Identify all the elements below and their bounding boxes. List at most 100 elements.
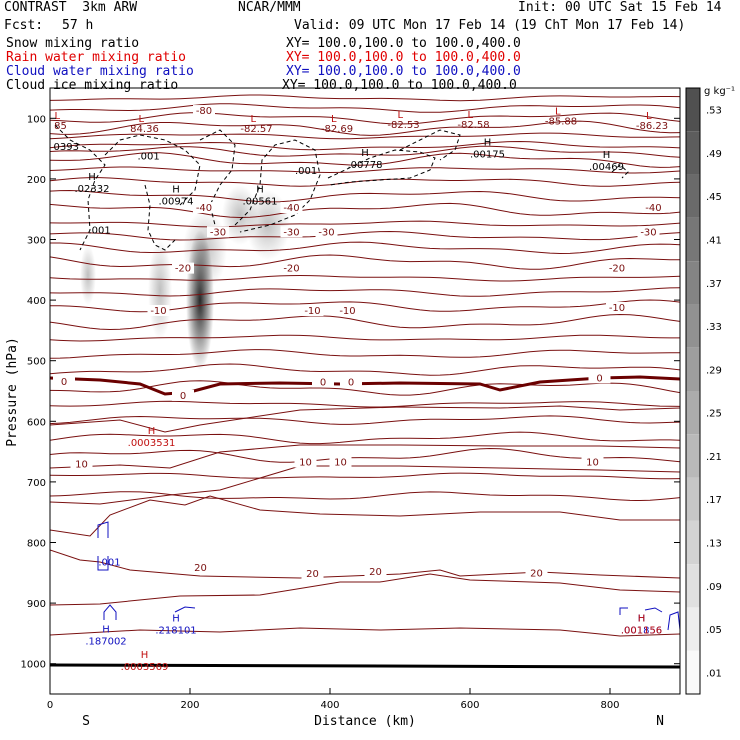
temperature-label: 0 [320, 378, 326, 389]
label-bg [301, 568, 324, 580]
high-marker: H [172, 184, 180, 195]
label-bg [581, 456, 604, 468]
high-marker: H [88, 172, 96, 183]
snow-contour [234, 139, 321, 233]
high-marker: H [638, 613, 646, 624]
isotherm-line [50, 495, 680, 537]
low-marker: L [646, 111, 652, 122]
label-bg [364, 566, 387, 578]
snow-contour [327, 149, 436, 186]
temperature-label: -10 [609, 303, 625, 314]
y-tick-label: 1000 [21, 660, 46, 671]
colorbar: .53 .49 .45 .41 .37 .33 .29 .25 .21 .17 .13 .09 .05.… [685, 87, 722, 695]
isotherm-line [50, 94, 680, 102]
isotherm-line [50, 254, 680, 270]
isotherm-line [50, 415, 680, 425]
high-label: .00778 [348, 160, 383, 171]
label-bg [280, 262, 303, 274]
colorbar-label: .33 [706, 322, 722, 333]
high-label: .02332 [75, 184, 110, 195]
isotherm-line [50, 132, 680, 140]
cloud-contour [174, 606, 196, 613]
cloud-contour [619, 607, 628, 615]
colorbar-label: .09 [706, 582, 722, 593]
temperature-label: -20 [609, 264, 625, 275]
y-tick-label: 200 [27, 175, 46, 186]
high-marker: H [148, 426, 156, 437]
axes: 0 200 400 600 800100200300400500600700800900… [21, 114, 680, 711]
snow-contour [611, 164, 629, 179]
temperature-label: 20 [194, 563, 207, 574]
colorbar-cell [686, 434, 700, 478]
label-bg [280, 226, 303, 238]
temperature-label: 10 [586, 458, 599, 469]
colorbar-label: .01 [706, 668, 722, 679]
label-bg [312, 376, 334, 388]
temperature-label: -10 [339, 306, 355, 317]
x-tick-label: 200 [180, 700, 199, 711]
header-model: CONTRAST 3km ARW [4, 0, 138, 15]
low-label: 84.36 [130, 124, 159, 135]
colorbar-cell [686, 261, 700, 305]
label-bg [172, 262, 194, 274]
isotherm-line [50, 202, 680, 219]
label-bg [301, 305, 324, 317]
low-label: -86.23 [636, 121, 668, 132]
label-bg [280, 202, 303, 214]
colorbar-unit: g kg⁻¹ [704, 86, 735, 97]
colorbar-label: .45 [706, 192, 722, 203]
label-bg [637, 226, 660, 238]
snow-contours [54, 124, 629, 251]
isotherm-line [50, 444, 680, 469]
high-label: .001156 [621, 625, 662, 636]
snow-contour [144, 184, 176, 251]
colorbar-frame [685, 87, 701, 695]
snow-east-2 [222, 185, 258, 245]
low-marker: L [555, 106, 561, 117]
header-fcst-label: Fcst: [4, 18, 44, 33]
isotherm-line [50, 241, 680, 255]
temperature-label: 10 [75, 459, 88, 470]
y-tick-label: 700 [27, 478, 46, 489]
x-tick-label: 0 [47, 700, 53, 711]
x-tick-label: 400 [320, 700, 339, 711]
cloud-label: .001 [98, 558, 120, 569]
high-marker: H [172, 613, 180, 624]
isotherm-line [50, 491, 680, 502]
snow-far-west [80, 245, 96, 305]
temperature-label: -40 [283, 203, 299, 214]
end-label-north: N [656, 714, 664, 729]
high-marker: H [603, 150, 611, 161]
label-bg [294, 456, 317, 468]
cloud-contour [667, 611, 680, 631]
high-label: .187002 [85, 636, 126, 647]
field-snow-xy: XY= 100.0,100.0 to 100.0,400.0 [286, 36, 521, 51]
low-marker: L [251, 114, 257, 125]
low-marker: L [139, 114, 145, 125]
colorbar-cell [686, 174, 700, 218]
colorbar-label: .29 [706, 365, 722, 376]
cloud-water-contours [97, 521, 680, 631]
isotherm-line [50, 472, 680, 480]
colorbar-label: .21 [706, 452, 722, 463]
x-tick-label: 600 [460, 700, 479, 711]
label-bg [147, 305, 170, 317]
y-tick-label: 400 [27, 296, 46, 307]
label-bg [340, 376, 362, 388]
isotherm-line [50, 363, 680, 376]
header-init: Init: 00 UTC Sat 15 Feb 14 [518, 0, 722, 15]
label-bg [606, 302, 628, 314]
temperature-label: -30 [210, 227, 226, 238]
snow-label: .001 [138, 152, 160, 163]
snow-label: .001 [295, 166, 317, 177]
isotherm-line [50, 299, 680, 313]
colorbar-label: .25 [706, 409, 722, 420]
contour-labels: -80 -40 -40 -40 -30 -30 -30 -30 -20 -20 -20 -10 -10 -… [53, 105, 668, 673]
high-label: .00175 [470, 150, 505, 161]
high-label: .00974 [159, 196, 194, 207]
isotherm-line [50, 313, 680, 331]
label-bg [207, 226, 229, 238]
colorbar-cell [686, 391, 700, 435]
colorbar-cell [686, 304, 700, 348]
